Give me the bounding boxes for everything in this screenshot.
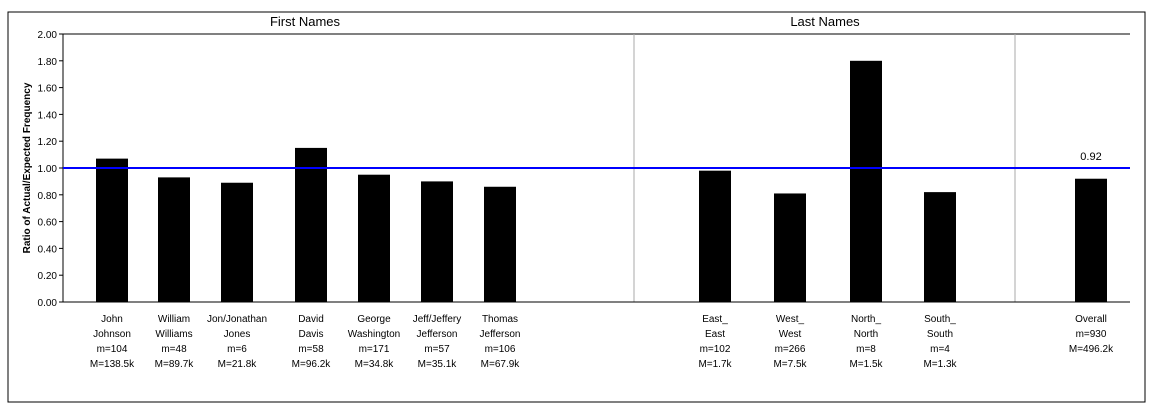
y-tick-label: 1.40 <box>38 110 58 121</box>
x-tick-label-line: M=1.3k <box>923 359 957 370</box>
bar <box>924 192 956 302</box>
x-tick-label: East_ East m=102 M=1.7k <box>698 314 732 370</box>
x-tick-label: George Washington m=171 M=34.8k <box>348 314 400 370</box>
x-tick-label-line: Johnson <box>93 329 131 340</box>
y-tick-label: 1.20 <box>38 137 58 148</box>
bar <box>358 174 390 302</box>
group-label: First Names <box>270 14 341 29</box>
bar <box>484 186 516 302</box>
x-tick-label-line: M=96.2k <box>292 359 332 370</box>
x-tick-label-line: M=21.8k <box>218 359 258 370</box>
x-tick-label: South_ South m=4 M=1.3k <box>923 314 957 370</box>
x-tick-label-line: George <box>357 314 391 325</box>
x-tick-label-line: Thomas <box>482 314 518 325</box>
y-tick-label: 2.00 <box>38 30 58 41</box>
x-tick-label-line: Williams <box>155 329 192 340</box>
y-tick-label: 1.00 <box>38 164 58 175</box>
x-tick-label-line: M=34.8k <box>355 359 395 370</box>
x-tick-label-line: m=48 <box>161 344 187 355</box>
bar <box>295 147 327 302</box>
x-tick-label-line: M=1.7k <box>698 359 732 370</box>
x-tick-label: West_ West m=266 M=7.5k <box>773 314 807 370</box>
x-tick-label-line: M=496.2k <box>1069 344 1114 355</box>
x-tick-label: Thomas Jefferson m=106 M=67.9k <box>480 314 521 370</box>
x-tick-label: John Johnson m=104 M=138.5k <box>90 314 135 370</box>
bar <box>96 158 128 302</box>
x-tick-label-line: m=4 <box>930 344 950 355</box>
y-tick-label: 0.20 <box>38 271 58 282</box>
x-tick-label-line: m=58 <box>298 344 324 355</box>
x-tick-label-line: Overall <box>1075 314 1107 325</box>
x-tick-label-line: m=266 <box>775 344 806 355</box>
x-tick-label-line: East_ <box>702 314 728 325</box>
x-tick-label-line: Davis <box>298 329 323 340</box>
x-tick-label-line: m=6 <box>227 344 247 355</box>
x-tick-label-line: M=138.5k <box>90 359 135 370</box>
x-tick-label-line: North <box>854 329 878 340</box>
x-tick-label-line: Jon/Jonathan <box>207 314 267 325</box>
y-tick-label: 0.40 <box>38 244 58 255</box>
x-tick-label: Overall m=930 M=496.2k <box>1069 314 1114 355</box>
group-label: Last Names <box>790 14 860 29</box>
bar <box>850 60 882 302</box>
x-tick-label-line: South_ <box>924 314 956 325</box>
y-tick-label: 0.00 <box>38 298 58 309</box>
bar <box>421 181 453 302</box>
x-tick-label: Jeff/Jeffery Jefferson m=57 M=35.1k <box>413 314 462 370</box>
x-tick-label-line: East <box>705 329 725 340</box>
x-tick-label-line: David <box>298 314 324 325</box>
x-tick-label-line: South <box>927 329 953 340</box>
x-tick-label: North_ North m=8 M=1.5k <box>849 314 883 370</box>
x-tick-label-line: m=106 <box>485 344 516 355</box>
x-tick-label-line: Washington <box>348 329 400 340</box>
x-tick-label-line: m=930 <box>1076 329 1107 340</box>
x-tick-label-line: Jefferson <box>480 329 521 340</box>
bar <box>1075 178 1107 302</box>
y-tick-label: 0.60 <box>38 218 58 229</box>
x-tick-label-line: M=89.7k <box>155 359 195 370</box>
x-tick-label-line: M=7.5k <box>773 359 807 370</box>
x-tick-label-line: M=67.9k <box>481 359 521 370</box>
x-tick-label-line: John <box>101 314 123 325</box>
bar <box>774 193 806 302</box>
y-tick-label: 1.80 <box>38 57 58 68</box>
bar <box>699 170 731 302</box>
value-label: 0.92 <box>1080 151 1101 163</box>
x-tick-label-line: Jefferson <box>417 329 458 340</box>
x-tick-label-line: m=8 <box>856 344 876 355</box>
x-tick-label-line: William <box>158 314 190 325</box>
x-tick-label-line: M=1.5k <box>849 359 883 370</box>
bar <box>158 177 190 302</box>
x-tick-label: David Davis m=58 M=96.2k <box>292 314 332 370</box>
x-tick-label-line: m=57 <box>424 344 450 355</box>
y-tick-label: 1.60 <box>38 84 58 95</box>
x-tick-label-line: M=35.1k <box>418 359 458 370</box>
chart-frame <box>7 11 1146 403</box>
x-tick-label-line: m=171 <box>359 344 390 355</box>
x-tick-label-line: m=102 <box>700 344 731 355</box>
bar <box>221 182 253 302</box>
x-tick-label-line: Jones <box>224 329 251 340</box>
x-tick-label-line: m=104 <box>97 344 128 355</box>
x-tick-label: Jon/Jonathan Jones m=6 M=21.8k <box>207 314 267 370</box>
x-tick-label-line: Jeff/Jeffery <box>413 314 462 325</box>
y-tick-label: 0.80 <box>38 191 58 202</box>
x-tick-label-line: North_ <box>851 314 881 325</box>
x-tick-label-line: West <box>779 329 802 340</box>
x-tick-label: William Williams m=48 M=89.7k <box>155 314 195 370</box>
y-axis-title: Ratio of Actual/Expected Frequency <box>22 82 33 253</box>
x-tick-label-line: West_ <box>776 314 805 325</box>
